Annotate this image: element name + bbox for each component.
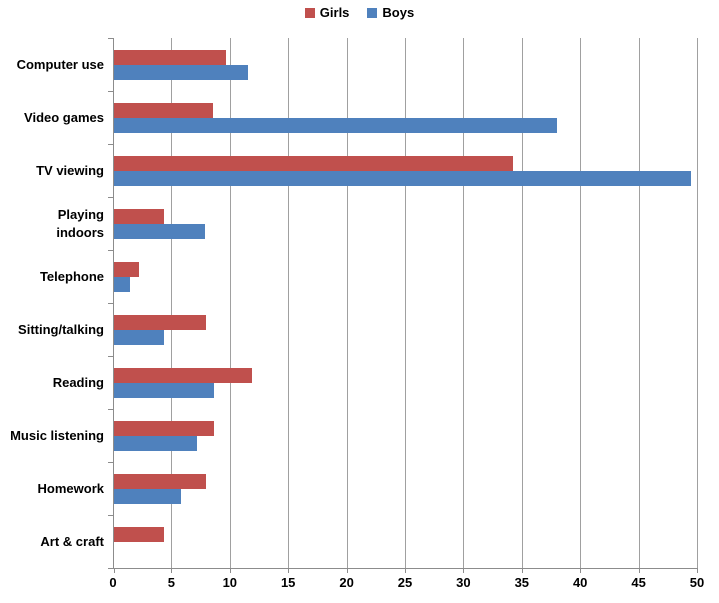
- y-tick-mark-8: [108, 462, 114, 463]
- category-row-sitting-talking: [114, 303, 698, 356]
- x-tick-label-10: 10: [222, 575, 238, 590]
- gridline-5: [171, 38, 173, 568]
- bar-girls-telephone[interactable]: [114, 261, 139, 277]
- bar-boys-video-games[interactable]: [114, 117, 557, 133]
- y-tick-mark-5: [108, 303, 114, 304]
- x-tick-mark-0: [114, 568, 115, 573]
- category-label-telephone: Telephone: [39, 268, 104, 284]
- y-tick-mark-6: [108, 356, 114, 357]
- bar-boys-tv-viewing[interactable]: [114, 170, 691, 186]
- legend-item-boys[interactable]: Boys: [367, 5, 414, 20]
- gridline-15: [288, 38, 290, 568]
- x-tick-mark-10: [229, 568, 231, 573]
- x-tick-mark-5: [171, 568, 173, 573]
- y-tick-mark-2: [108, 144, 114, 145]
- category-label-homework: Homework: [37, 480, 104, 496]
- bar-girls-art-craft[interactable]: [114, 526, 165, 542]
- legend: Girls Boys: [0, 5, 719, 20]
- category-label-music-listening: Music listening: [10, 427, 104, 443]
- category-row-tv-viewing: [114, 144, 698, 197]
- x-tick-label-50: 50: [689, 575, 705, 590]
- gridline-30: [463, 38, 465, 568]
- plot-area: [108, 38, 698, 573]
- gridline-40: [580, 38, 582, 568]
- x-tick-mark-35: [521, 568, 523, 573]
- category-row-reading: [114, 356, 698, 409]
- legend-swatch-girls-icon: [304, 7, 315, 18]
- x-tick-label-40: 40: [572, 575, 588, 590]
- gridline-35: [521, 38, 523, 568]
- bar-boys-homework[interactable]: [114, 488, 181, 504]
- x-tick-label-0: 0: [109, 575, 117, 590]
- gridline-20: [346, 38, 348, 568]
- y-tick-mark-1: [108, 91, 114, 92]
- bar-girls-sitting-talking[interactable]: [114, 314, 207, 330]
- category-row-computer-use: [114, 38, 698, 91]
- legend-item-girls[interactable]: Girls: [304, 5, 350, 20]
- x-tick-mark-50: [697, 568, 698, 573]
- y-tick-mark-9: [108, 515, 114, 516]
- gridline-45: [638, 38, 640, 568]
- bar-girls-reading[interactable]: [114, 367, 252, 383]
- x-tick-label-25: 25: [397, 575, 413, 590]
- category-axis: Computer use Video games TV viewing Playing…: [0, 38, 104, 568]
- bar-boys-playing-indoors[interactable]: [114, 223, 206, 239]
- bar-girls-playing-indoors[interactable]: [114, 208, 165, 224]
- gridline-10: [229, 38, 231, 568]
- bar-girls-music-listening[interactable]: [114, 420, 215, 436]
- y-tick-mark-3: [108, 197, 114, 198]
- x-tick-label-30: 30: [456, 575, 471, 590]
- legend-label-girls: Girls: [319, 5, 350, 20]
- x-tick-label-20: 20: [339, 575, 354, 590]
- x-tick-mark-20: [346, 568, 348, 573]
- category-label-playing-indoors: Playing indoors: [56, 206, 104, 240]
- y-tick-mark-0: [108, 38, 114, 39]
- category-row-art-craft: [114, 515, 698, 568]
- x-tick-mark-30: [463, 568, 465, 573]
- legend-swatch-boys-icon: [367, 7, 378, 18]
- x-tick-mark-45: [638, 568, 640, 573]
- value-axis: 0 5 10 15 20 25 30 35 40 45 50: [109, 575, 704, 595]
- bar-boys-telephone[interactable]: [114, 276, 131, 292]
- x-tick-label-45: 45: [631, 575, 646, 590]
- category-label-video-games: Video games: [24, 109, 104, 125]
- category-row-music-listening: [114, 409, 698, 462]
- bar-girls-video-games[interactable]: [114, 102, 214, 118]
- gridline-50: [697, 38, 698, 568]
- legend-label-boys: Boys: [382, 5, 415, 20]
- bar-boys-music-listening[interactable]: [114, 435, 197, 451]
- y-tick-mark-4: [108, 250, 114, 251]
- gridline-25: [405, 38, 406, 568]
- x-tick-label-35: 35: [514, 575, 530, 590]
- x-tick-mark-15: [288, 568, 290, 573]
- y-tick-mark-end: [108, 568, 114, 569]
- y-tick-mark-7: [108, 409, 114, 410]
- category-label-tv-viewing: TV viewing: [36, 162, 104, 178]
- category-label-reading: Reading: [52, 374, 104, 390]
- category-row-video-games: [114, 91, 698, 144]
- x-tick-mark-40: [580, 568, 582, 573]
- bar-girls-homework[interactable]: [114, 473, 207, 489]
- category-label-computer-use: Computer use: [16, 56, 104, 72]
- category-row-telephone: [114, 250, 698, 303]
- bar-boys-computer-use[interactable]: [114, 64, 249, 80]
- category-label-art-craft: Art & craft: [40, 533, 104, 549]
- bar-boys-sitting-talking[interactable]: [114, 329, 165, 345]
- category-row-homework: [114, 462, 698, 515]
- bar-boys-reading[interactable]: [114, 382, 215, 398]
- x-tick-label-5: 5: [167, 575, 176, 590]
- x-tick-mark-25: [405, 568, 406, 573]
- category-label-sitting-talking: Sitting/talking: [18, 321, 104, 337]
- bar-girls-tv-viewing[interactable]: [114, 155, 514, 171]
- category-row-playing-indoors: [114, 197, 698, 250]
- bar-girls-computer-use[interactable]: [114, 49, 227, 65]
- x-tick-label-15: 15: [280, 575, 296, 590]
